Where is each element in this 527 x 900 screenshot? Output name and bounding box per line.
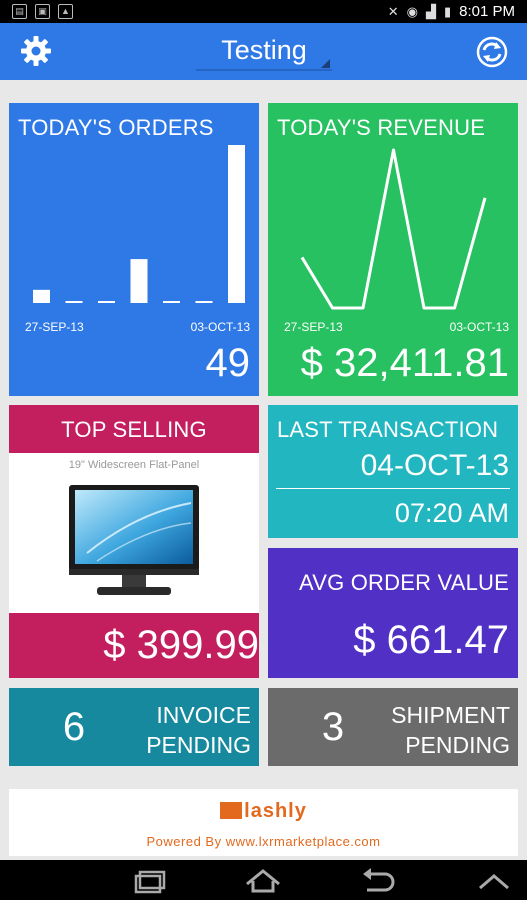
status-bar: ▤ ▣ ▲ ✕ ◉ ▟ ▮ 8:01 PM	[0, 0, 527, 23]
page-title: Testing	[221, 35, 307, 65]
orders-end-date: 03-OCT-13	[190, 320, 250, 334]
orders-bar	[98, 301, 115, 303]
orders-bar	[163, 301, 180, 303]
tile-title: TOP SELLING	[61, 417, 207, 442]
invoice-count: 6	[62, 705, 86, 749]
chevron-up-icon[interactable]	[474, 866, 514, 894]
orders-bar	[65, 301, 83, 303]
orders-total: 49	[205, 341, 251, 385]
invoice-label-line1: INVOICE	[156, 702, 251, 728]
tile-title: TODAY'S ORDERS	[18, 115, 214, 140]
orders-bar	[33, 289, 50, 303]
clock: 8:01 PM	[459, 3, 515, 20]
last-transaction-tile[interactable]: LAST TRANSACTION 04-OCT-13 07:20 AM	[268, 405, 518, 538]
divider	[276, 488, 510, 489]
orders-bar-chart	[33, 145, 245, 303]
orders-bar	[130, 259, 148, 303]
revenue-total: $ 32,411.81	[300, 341, 509, 385]
powered-by-text: Powered By www.lxrmarketplace.com	[146, 834, 381, 849]
mute-icon: ✕	[387, 3, 399, 19]
home-icon[interactable]	[243, 866, 283, 894]
top-selling-price: $ 399.99	[103, 623, 259, 667]
shipment-count: 3	[321, 705, 345, 749]
avg-order-value: $ 661.47	[353, 618, 509, 662]
app-notification-icon: ▣	[35, 4, 50, 19]
tile-title: TODAY'S REVENUE	[277, 115, 486, 140]
invoice-pending-tile[interactable]: 6 INVOICE PENDING	[9, 688, 259, 766]
todays-orders-tile[interactable]: TODAY'S ORDERS 27-SEP-13 03-OCT-13 49	[9, 103, 259, 396]
image-notification-icon: ▲	[58, 4, 73, 19]
sync-icon[interactable]	[475, 35, 509, 69]
back-icon[interactable]	[357, 866, 397, 894]
wifi-icon: ◉	[406, 3, 418, 19]
orders-bar	[195, 301, 213, 303]
app-bar: Testing	[0, 23, 527, 80]
signal-icon: ▟	[425, 3, 436, 19]
last-transaction-time: 07:20 AM	[394, 498, 509, 528]
notification-icons: ▤ ▣ ▲	[12, 4, 73, 19]
dropdown-caret-icon	[321, 59, 330, 68]
monitor-image	[69, 485, 199, 595]
system-nav-bar	[0, 860, 527, 900]
invoice-label-line2: PENDING	[146, 732, 251, 758]
cart-icon	[220, 802, 243, 819]
brand-logo: lashly	[9, 800, 518, 823]
document-notification-icon: ▤	[12, 4, 27, 19]
revenue-end-date: 03-OCT-13	[449, 320, 509, 334]
shipment-pending-tile[interactable]: 3 SHIPMENT PENDING	[268, 688, 518, 766]
battery-icon: ▮	[443, 3, 452, 19]
footer-banner[interactable]: lashly Powered By www.lxrmarketplace.com	[9, 789, 518, 856]
tile-title: AVG ORDER VALUE	[298, 570, 509, 595]
revenue-line	[300, 148, 487, 310]
todays-revenue-tile[interactable]: TODAY'S REVENUE 27-SEP-13 03-OCT-13 $ 32…	[268, 103, 518, 396]
shipment-label-line2: PENDING	[405, 732, 510, 758]
last-transaction-date: 04-OCT-13	[360, 449, 509, 482]
avg-order-value-tile[interactable]: AVG ORDER VALUE $ 661.47	[268, 548, 518, 678]
revenue-line-chart	[300, 148, 487, 310]
shipment-label-line1: SHIPMENT	[391, 702, 510, 728]
revenue-start-date: 27-SEP-13	[284, 320, 343, 334]
product-image-area: 19" Widescreen Flat-Panel	[9, 453, 259, 613]
gear-icon[interactable]	[20, 35, 52, 67]
store-selector[interactable]: Testing	[196, 31, 332, 71]
tile-title: LAST TRANSACTION	[277, 417, 499, 442]
top-selling-tile[interactable]: TOP SELLING 19" Widescreen Flat-Panel $ …	[9, 405, 259, 678]
orders-bar	[228, 145, 245, 303]
orders-start-date: 27-SEP-13	[25, 320, 84, 334]
recent-apps-icon[interactable]	[132, 866, 172, 894]
product-name: 19" Widescreen Flat-Panel	[68, 459, 200, 471]
